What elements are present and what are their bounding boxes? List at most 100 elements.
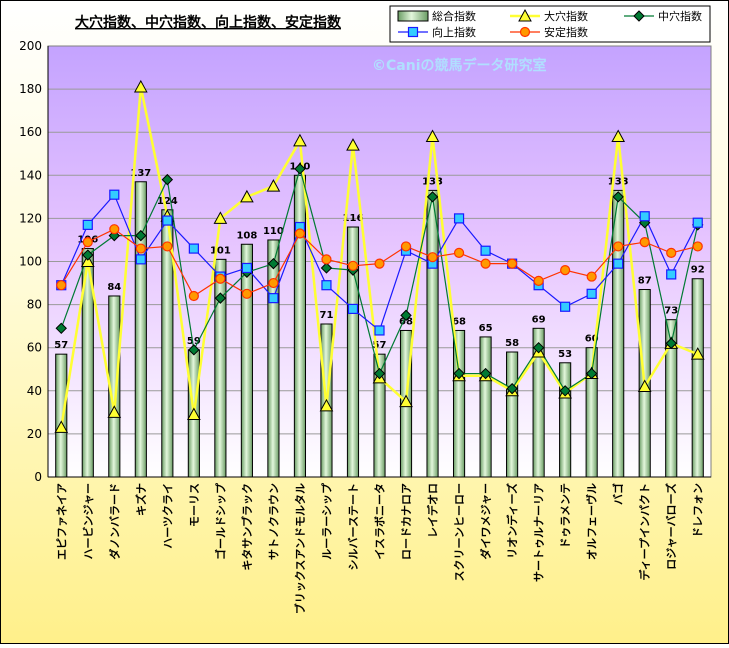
series-marker	[637, 379, 652, 392]
series-marker	[294, 228, 306, 239]
x-tick-label: ハービンジャー	[81, 483, 95, 559]
data-label: 71	[319, 310, 333, 321]
data-label: 133	[608, 176, 629, 187]
x-axis: エピファネイア ハービンジャー ダノンバラード キズナ ハーツクライ モーリス ゴールドシッ…	[48, 476, 711, 614]
series-marker	[321, 280, 332, 291]
series-marker	[532, 341, 545, 354]
y-tick-label: 80	[27, 298, 42, 312]
x-tick-label: ロジャーバローズ	[664, 483, 678, 570]
data-label: 69	[532, 314, 546, 325]
bar	[293, 174, 307, 478]
y-tick-label: 120	[19, 211, 42, 225]
bar	[214, 258, 227, 478]
series-marker	[319, 398, 334, 412]
series-marker	[321, 254, 332, 265]
x-tick-label: スクリーンヒーロー	[453, 483, 466, 581]
series-marker	[347, 303, 359, 315]
x-tick-label: サートゥルナーリア	[533, 483, 546, 582]
series-marker	[188, 290, 199, 302]
series-marker	[665, 337, 677, 350]
series-marker	[639, 211, 650, 222]
series-marker	[480, 245, 491, 256]
legend-label: 大穴指数	[544, 9, 588, 23]
bar	[479, 336, 492, 478]
data-label: 68	[452, 316, 466, 327]
series-marker	[241, 262, 252, 274]
series-marker	[533, 275, 544, 286]
x-tick-label: ダイワメジャー	[479, 483, 493, 559]
series-marker	[692, 241, 703, 252]
bar	[559, 362, 572, 478]
series-marker	[135, 254, 146, 265]
series-marker	[611, 129, 626, 143]
series-marker	[162, 241, 173, 252]
legend-box	[389, 5, 711, 43]
watermark: ©Caniの競馬データ研究室	[372, 57, 547, 74]
x-tick-label: ロードカナロア	[400, 483, 413, 560]
series-marker	[373, 367, 386, 380]
series-marker	[80, 254, 95, 267]
series-marker	[346, 138, 360, 151]
data-label: 53	[558, 349, 572, 360]
series-marker	[188, 344, 200, 356]
y-tick-label: 60	[27, 341, 42, 355]
x-tick-label: イスラボニータ	[373, 483, 387, 560]
y-tick-label: 140	[19, 168, 42, 182]
legend-label: 向上指数	[432, 25, 476, 39]
series-marker	[425, 129, 440, 143]
series-marker	[479, 367, 492, 380]
legend-swatch	[397, 10, 429, 22]
series-marker	[585, 367, 598, 380]
series-marker	[666, 269, 677, 280]
series-marker	[453, 367, 465, 380]
series-marker	[294, 163, 306, 175]
series-marker	[240, 189, 254, 203]
bar	[55, 353, 68, 478]
series-marker	[427, 252, 438, 263]
x-tick-label: ハーツクライ	[161, 483, 174, 549]
x-tick-label: ブリックスアンドモルタル	[293, 483, 307, 614]
bar	[426, 189, 439, 478]
series-marker	[586, 288, 597, 299]
series-marker	[109, 224, 120, 235]
y-tick-label: 20	[27, 427, 42, 441]
bar	[506, 351, 519, 478]
series-marker	[135, 243, 146, 254]
x-tick-label: レイデオロ	[426, 483, 440, 538]
series-marker	[267, 257, 280, 270]
data-label: 57	[54, 340, 68, 351]
series-marker	[241, 288, 252, 299]
series-marker	[268, 293, 279, 304]
legend-marker	[518, 8, 532, 22]
legend-label: 中穴指数	[658, 9, 702, 23]
series-marker	[135, 229, 147, 242]
x-tick-label: ディープインパクト	[638, 483, 652, 581]
y-tick-label: 100	[19, 255, 42, 269]
data-label: 57	[373, 340, 387, 351]
bar	[691, 278, 704, 478]
data-label: 60	[585, 334, 599, 345]
series-marker	[82, 249, 94, 261]
series-marker	[613, 241, 624, 252]
series-marker	[107, 405, 122, 418]
x-tick-label: バゴ	[611, 483, 625, 505]
y-axis: 0 20 40 60 80 100 120 140 160 180 200	[19, 39, 49, 484]
legend-marker	[519, 26, 531, 38]
data-label: 101	[210, 245, 231, 256]
series-marker	[374, 325, 385, 336]
y-tick-label: 180	[19, 82, 42, 96]
y-tick-label: 160	[19, 125, 42, 139]
x-tick-label: リオンディーズ	[505, 483, 519, 559]
series-marker	[426, 191, 439, 203]
x-tick-label: エピファネイア	[55, 483, 68, 560]
series-marker	[109, 189, 120, 200]
series-marker	[293, 133, 307, 147]
x-tick-label: ドレフォン	[692, 483, 705, 538]
data-label: 73	[664, 306, 678, 317]
x-tick-label: ダノンバラード	[107, 483, 121, 560]
legend-label: 安定指数	[544, 25, 588, 39]
series-marker	[162, 215, 173, 226]
series-marker	[480, 258, 491, 269]
